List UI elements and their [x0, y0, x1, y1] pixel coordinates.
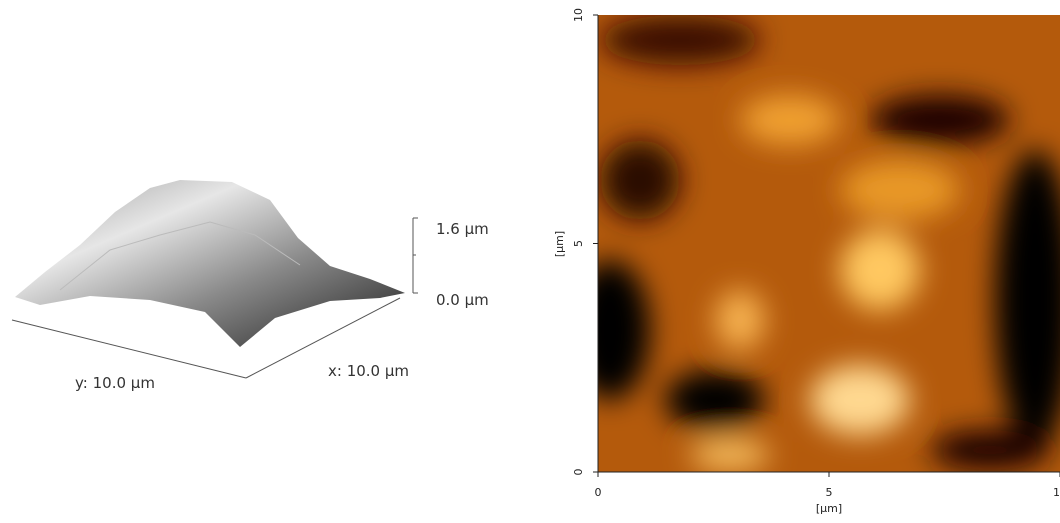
surface — [15, 180, 405, 347]
x-tick-label: 5 — [826, 486, 833, 499]
y-tick-label: 0 — [572, 469, 585, 476]
height-map — [598, 15, 1060, 472]
y-label-3d: y: 10.0 µm — [75, 374, 155, 392]
y-axis-label: [µm] — [553, 231, 566, 257]
z-max-label: 1.6 µm — [436, 220, 489, 238]
map-features — [598, 15, 1060, 470]
x-axis-label: [µm] — [816, 502, 842, 515]
y-tick-label: 5 — [572, 240, 585, 247]
x-tick-label: 0 — [595, 486, 602, 499]
x-tick-label: 10 — [1053, 486, 1060, 499]
y-tick-label: 10 — [572, 8, 585, 22]
y-axis-3d — [11, 319, 247, 379]
surface-ridge — [59, 221, 301, 291]
z-min-label: 0.0 µm — [436, 291, 489, 309]
x-axis-3d — [245, 297, 401, 379]
surface-3d: 1.6 µm 0.0 µm y: 10.0 µm x: 10.0 µm — [11, 180, 489, 392]
x-label-3d: x: 10.0 µm — [328, 362, 409, 380]
